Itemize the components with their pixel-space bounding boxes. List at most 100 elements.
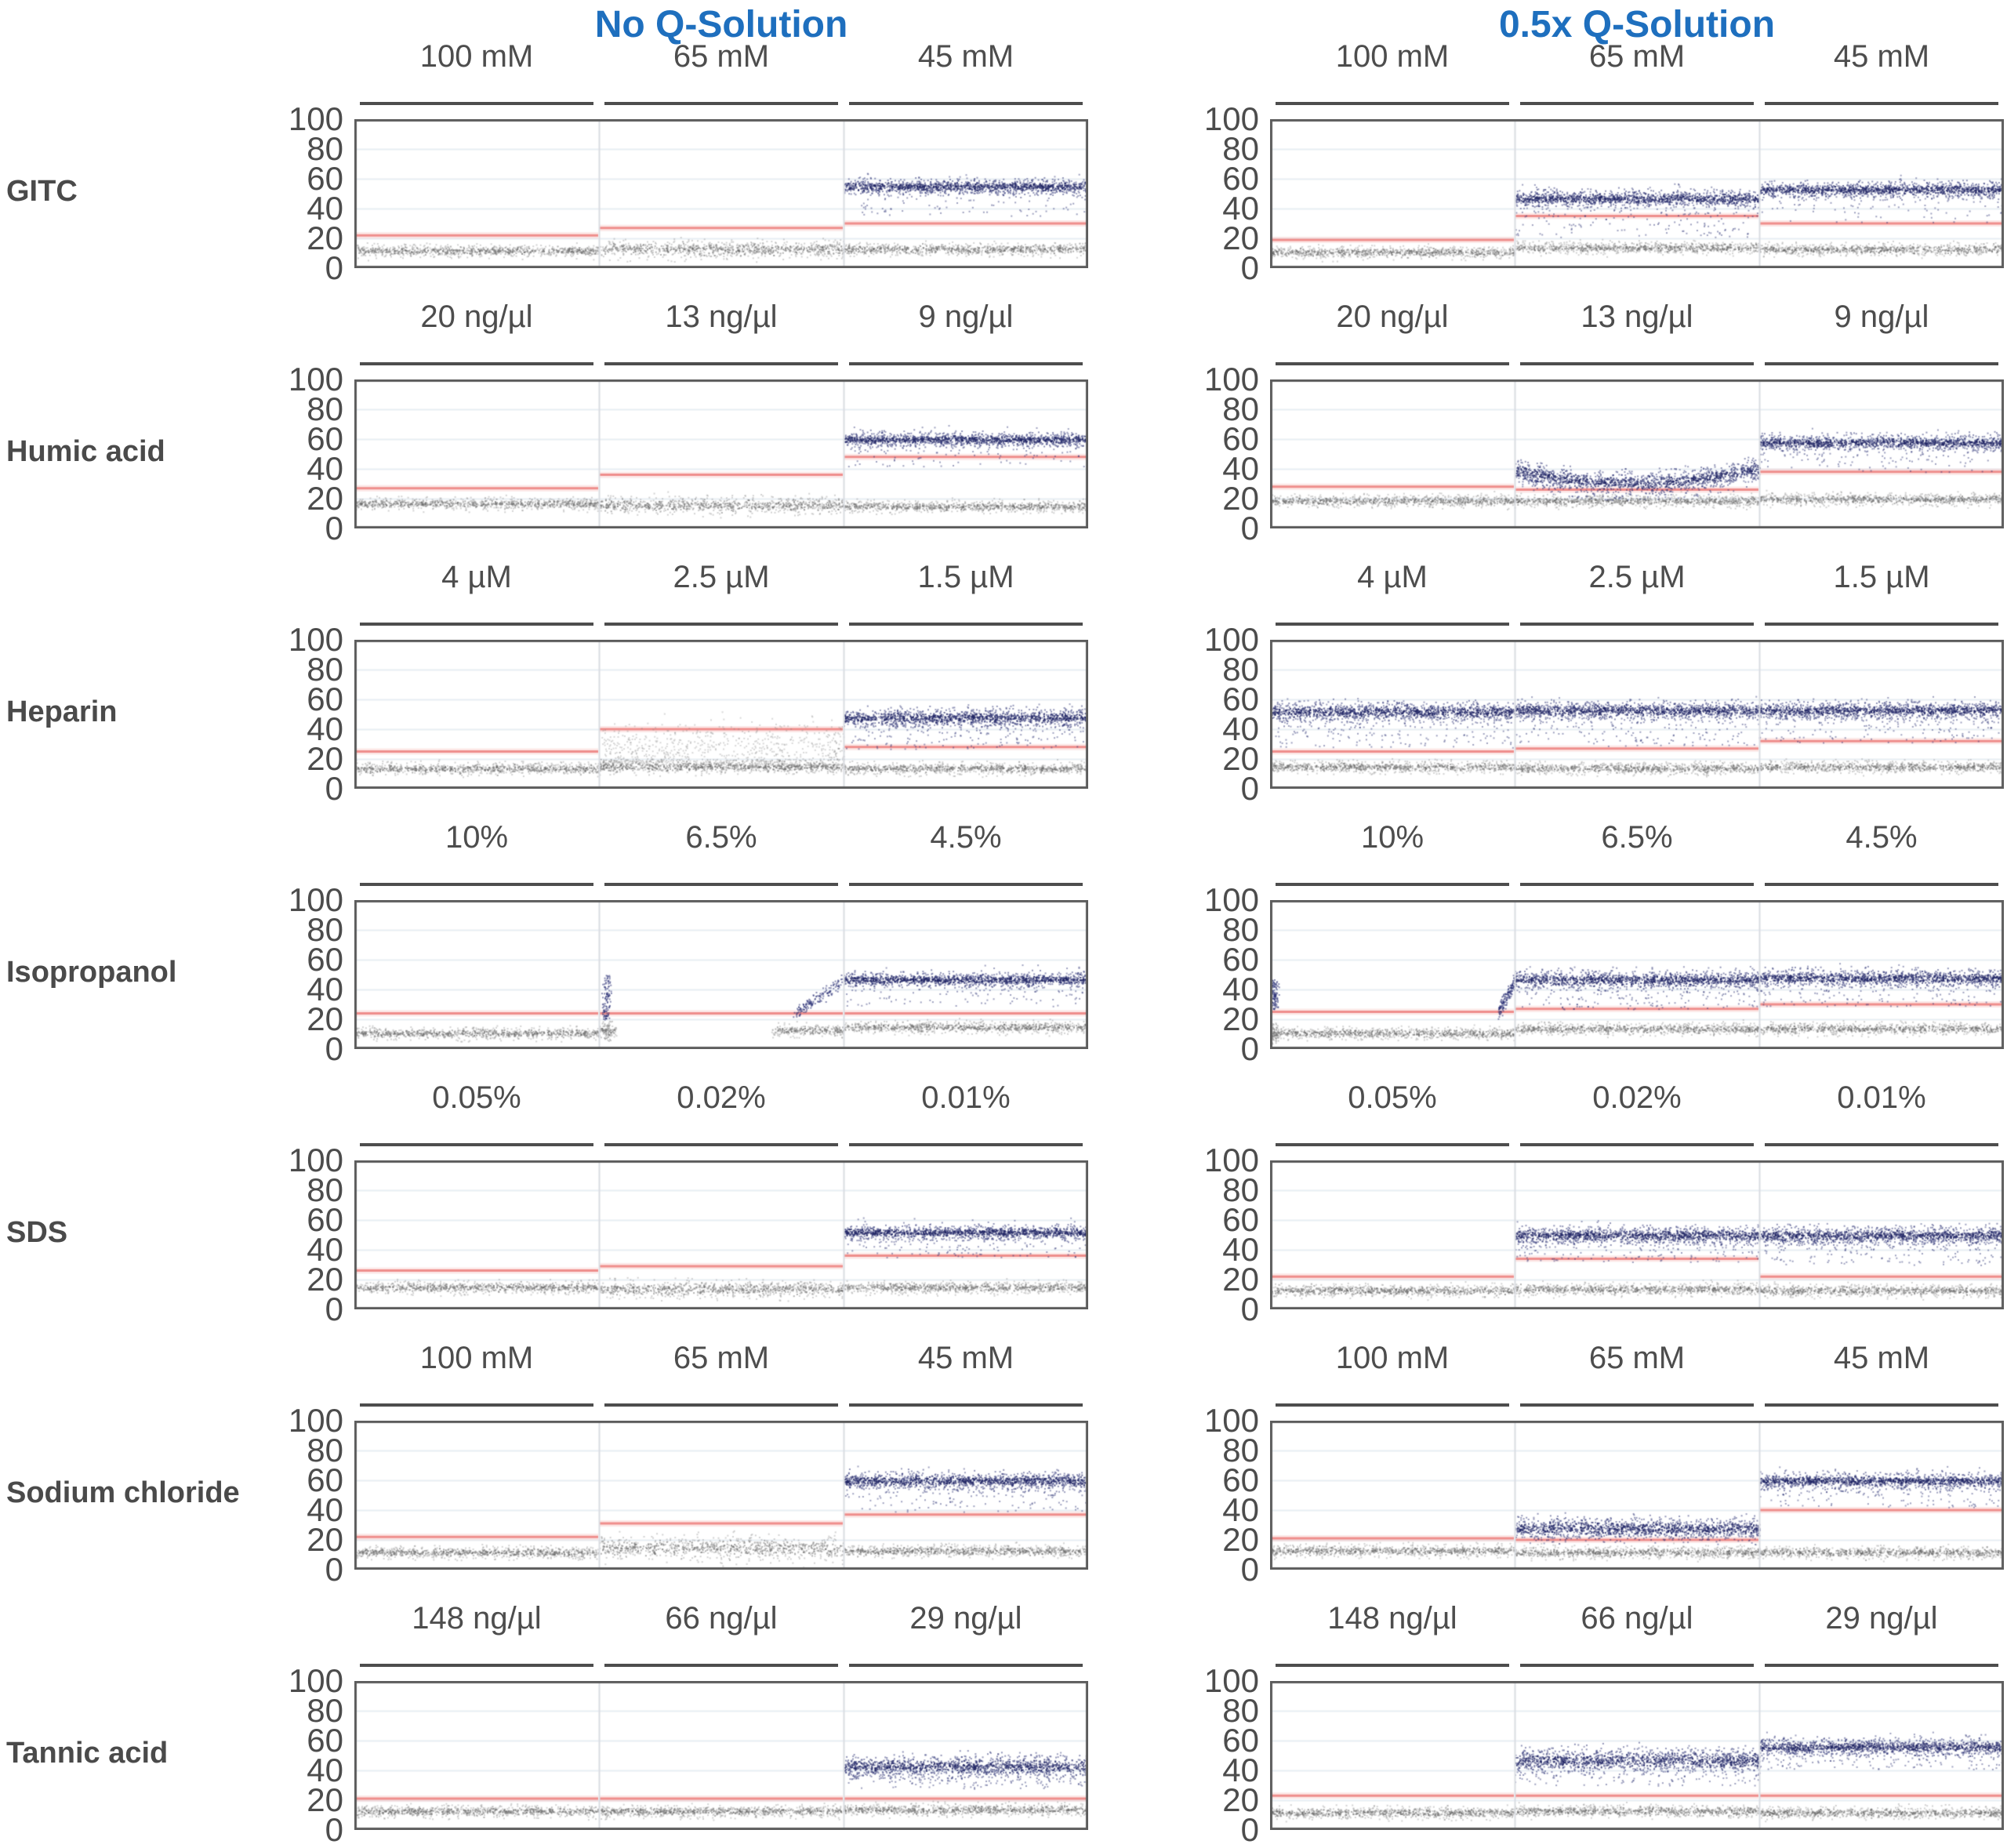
y-tick-label: 80: [1222, 390, 1259, 427]
concentration-label: 148 ng/µl: [412, 1601, 542, 1636]
concentration-label: 1.5 µM: [917, 560, 1014, 594]
y-tick-label: 40: [307, 450, 343, 487]
y-tick-label: 0: [325, 1030, 343, 1067]
y-tick-label: 80: [307, 390, 343, 427]
scatter-plot-humic-acid-no-q-solution: [354, 379, 1088, 528]
y-tick-label: 40: [307, 971, 343, 1008]
y-tick-label: 20: [1222, 1521, 1259, 1558]
y-tick-label: 20: [1222, 1261, 1259, 1298]
scatter-plot-humic-acid-q-solution: [1270, 379, 2004, 528]
y-tick-label: 100: [288, 881, 343, 918]
concentration-overbar: [1276, 623, 1509, 626]
y-tick-label: 80: [1222, 1432, 1259, 1469]
row-label-humic-acid: Humic acid: [6, 435, 165, 468]
concentration-overbar: [1520, 623, 1754, 626]
y-tick-label: 60: [307, 1201, 343, 1238]
concentration-label: 0.02%: [1592, 1080, 1682, 1115]
scatter-plot-heparin-no-q-solution: [354, 640, 1088, 789]
scatter-plot-tannic-acid-q-solution: [1270, 1681, 2004, 1830]
y-tick-label: 20: [307, 740, 343, 777]
y-tick-label: 80: [1222, 651, 1259, 688]
y-tick-label: 100: [1203, 1142, 1259, 1178]
y-tick-label: 20: [307, 1521, 343, 1558]
concentration-overbar: [360, 623, 593, 626]
y-tick-label: 20: [1222, 220, 1259, 256]
concentration-label: 13 ng/µl: [1581, 300, 1693, 334]
concentration-overbar: [849, 1664, 1083, 1667]
y-tick-label: 60: [1222, 681, 1259, 717]
scatter-plot-sodium-chloride-no-q-solution: [354, 1421, 1088, 1570]
concentration-overbar: [1276, 362, 1509, 365]
y-tick-label: 0: [1240, 510, 1259, 546]
concentration-overbar: [849, 1403, 1083, 1407]
concentration-overbar: [1276, 1143, 1509, 1146]
y-tick-label: 100: [1203, 621, 1259, 658]
concentration-label: 0.05%: [1348, 1080, 1437, 1115]
y-tick-label: 20: [307, 220, 343, 256]
y-tick-label: 100: [1203, 1662, 1259, 1699]
y-tick-label: 80: [1222, 130, 1259, 167]
concentration-label: 100 mM: [419, 1341, 534, 1375]
y-tick-label: 100: [288, 361, 343, 398]
concentration-overbar: [849, 362, 1083, 365]
concentration-overbar: [1520, 1143, 1754, 1146]
concentration-label: 148 ng/µl: [1327, 1601, 1457, 1636]
y-tick-label: 0: [325, 1811, 343, 1848]
concentration-label: 2.5 µM: [673, 560, 770, 594]
row-label-heparin: Heparin: [6, 695, 118, 728]
y-tick-label: 80: [307, 1692, 343, 1729]
y-tick-label: 40: [1222, 1231, 1259, 1268]
concentration-label: 66 ng/µl: [665, 1601, 778, 1636]
concentration-label: 4.5%: [1845, 820, 1918, 855]
y-tick-label: 40: [307, 190, 343, 227]
y-tick-label: 80: [307, 1432, 343, 1469]
scatter-plot-isopropanol-q-solution: [1270, 900, 2004, 1049]
concentration-overbar: [1520, 883, 1754, 886]
concentration-label: 0.05%: [432, 1080, 521, 1115]
row-label-sds: SDS: [6, 1216, 68, 1249]
concentration-overbar: [604, 623, 838, 626]
concentration-label: 65 mM: [1588, 1341, 1686, 1375]
y-tick-label: 100: [1203, 881, 1259, 918]
y-tick-label: 60: [307, 681, 343, 717]
y-tick-label: 60: [1222, 941, 1259, 978]
y-tick-label: 20: [307, 1781, 343, 1818]
concentration-label: 13 ng/µl: [665, 300, 778, 334]
concentration-overbar: [1765, 1143, 1998, 1146]
concentration-overbar: [604, 883, 838, 886]
y-tick-label: 0: [325, 1551, 343, 1588]
concentration-overbar: [1276, 883, 1509, 886]
y-tick-label: 80: [307, 651, 343, 688]
y-tick-label: 60: [1222, 420, 1259, 457]
column-title-no-q-solution: No Q-Solution: [594, 4, 848, 45]
y-tick-label: 40: [1222, 710, 1259, 747]
concentration-overbar: [849, 102, 1083, 105]
concentration-overbar: [604, 362, 838, 365]
concentration-overbar: [604, 1143, 838, 1146]
concentration-overbar: [1276, 1664, 1509, 1667]
concentration-overbar: [1520, 102, 1754, 105]
y-tick-label: 20: [1222, 1000, 1259, 1037]
concentration-overbar: [604, 1403, 838, 1407]
concentration-label: 4.5%: [930, 820, 1002, 855]
concentration-label: 6.5%: [1601, 820, 1673, 855]
y-tick-label: 20: [307, 1000, 343, 1037]
y-tick-label: 0: [1240, 770, 1259, 807]
scatter-plot-sds-no-q-solution: [354, 1160, 1088, 1309]
y-tick-label: 60: [1222, 1722, 1259, 1759]
column-title-05x-q-solution: 0.5x Q-Solution: [1498, 4, 1776, 45]
scatter-plot-tannic-acid-no-q-solution: [354, 1681, 1088, 1830]
y-tick-label: 100: [1203, 100, 1259, 137]
concentration-overbar: [604, 102, 838, 105]
y-tick-label: 0: [1240, 249, 1259, 286]
concentration-label: 29 ng/µl: [1825, 1601, 1938, 1636]
y-tick-label: 40: [307, 1231, 343, 1268]
y-tick-label: 60: [1222, 160, 1259, 197]
concentration-label: 2.5 µM: [1588, 560, 1686, 594]
concentration-label: 45 mM: [917, 39, 1014, 74]
row-label-gitc: GITC: [6, 175, 78, 208]
y-tick-label: 100: [1203, 1402, 1259, 1439]
concentration-label: 65 mM: [673, 39, 770, 74]
concentration-overbar: [849, 623, 1083, 626]
